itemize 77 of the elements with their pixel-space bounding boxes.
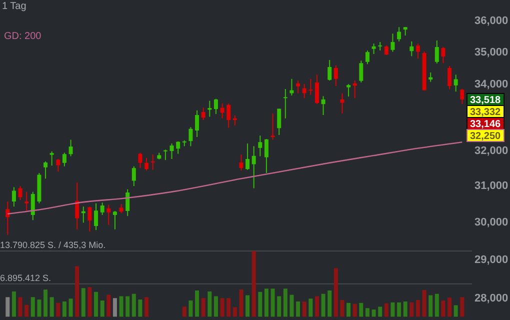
y-tick-label: 29,000: [474, 254, 508, 266]
candlestick: [365, 50, 370, 65]
candlestick: [24, 191, 29, 212]
candlestick: [119, 204, 124, 214]
candlestick: [176, 140, 180, 154]
candlestick: [170, 142, 174, 160]
candlestick: [226, 102, 231, 128]
candlestick: [454, 74, 458, 92]
candlestick: [163, 149, 168, 161]
candlestick: [346, 84, 351, 97]
candlestick: [94, 202, 98, 231]
candlestick: [434, 40, 439, 64]
candlestick: [201, 107, 206, 121]
annotation: 32,250: [470, 131, 502, 142]
candlestick: [264, 138, 268, 174]
candlestick: [214, 98, 218, 115]
candlestick: [441, 46, 446, 64]
candlestick: [258, 135, 262, 157]
candlestick: [50, 150, 54, 166]
candlestick: [246, 142, 250, 170]
candlestick: [6, 201, 10, 236]
annotation: 33,518: [470, 95, 502, 106]
candlestick: [188, 126, 193, 147]
y-tick-label: 31,000: [474, 180, 508, 192]
candlestick: [321, 96, 326, 116]
candlestick: [296, 80, 300, 94]
candlestick: [416, 43, 420, 60]
candlestick: [150, 154, 155, 170]
candlestick: [314, 74, 319, 105]
candlestick: [252, 146, 256, 189]
y-tick-label: 35,000: [474, 46, 508, 58]
candlestick: [334, 64, 338, 87]
candlestick: [239, 154, 244, 172]
candlestick: [138, 152, 142, 169]
candlestick: [106, 204, 111, 226]
candlestick: [270, 112, 275, 140]
candlestick: [62, 152, 66, 167]
candlestick: [410, 40, 414, 57]
candlestick: [308, 78, 313, 96]
y-tick-label: 28,000: [474, 292, 508, 305]
candlestick: [75, 182, 80, 230]
annotation: 33,146: [470, 119, 502, 130]
candlestick: [144, 157, 149, 172]
candlestick: [132, 166, 136, 187]
annotation: 33,332: [470, 107, 502, 118]
text: GD: 200: [4, 31, 42, 42]
candlestick: [328, 59, 332, 82]
candlestick: [30, 191, 35, 221]
candlestick: [277, 108, 282, 136]
candlestick: [384, 44, 388, 56]
candlestick: [448, 66, 452, 90]
candlestick: [340, 92, 344, 114]
candlestick: [372, 43, 376, 54]
candlestick: [12, 186, 16, 208]
candlestick: [88, 206, 92, 232]
candlestick: [100, 202, 104, 216]
candlestick: [126, 188, 130, 217]
candlestick: [460, 88, 464, 105]
candlestick: [397, 26, 402, 42]
candlestick: [220, 102, 224, 119]
y-tick-label: 34,000: [474, 78, 508, 90]
ref-line-label: 6.895.412 S.: [0, 272, 52, 283]
candlestick: [283, 88, 288, 119]
candlestick: [56, 158, 60, 172]
candlestick: [302, 84, 306, 99]
annotation: 1 Tag: [2, 1, 26, 12]
candlestick: [359, 60, 364, 83]
y-tick-label: 36,000: [474, 15, 508, 28]
candlestick: [195, 110, 200, 138]
candlestick: [112, 210, 117, 230]
y-tick-label: 30,000: [474, 216, 508, 228]
y-tick-label: 32,000: [474, 145, 508, 158]
ref-line-label: 13.790.825 S. / 435,3 Mio.: [0, 240, 106, 250]
candlestick: [390, 33, 395, 52]
candlestick: [44, 160, 48, 180]
candlestick: [18, 186, 22, 201]
candlestick: [68, 139, 73, 157]
